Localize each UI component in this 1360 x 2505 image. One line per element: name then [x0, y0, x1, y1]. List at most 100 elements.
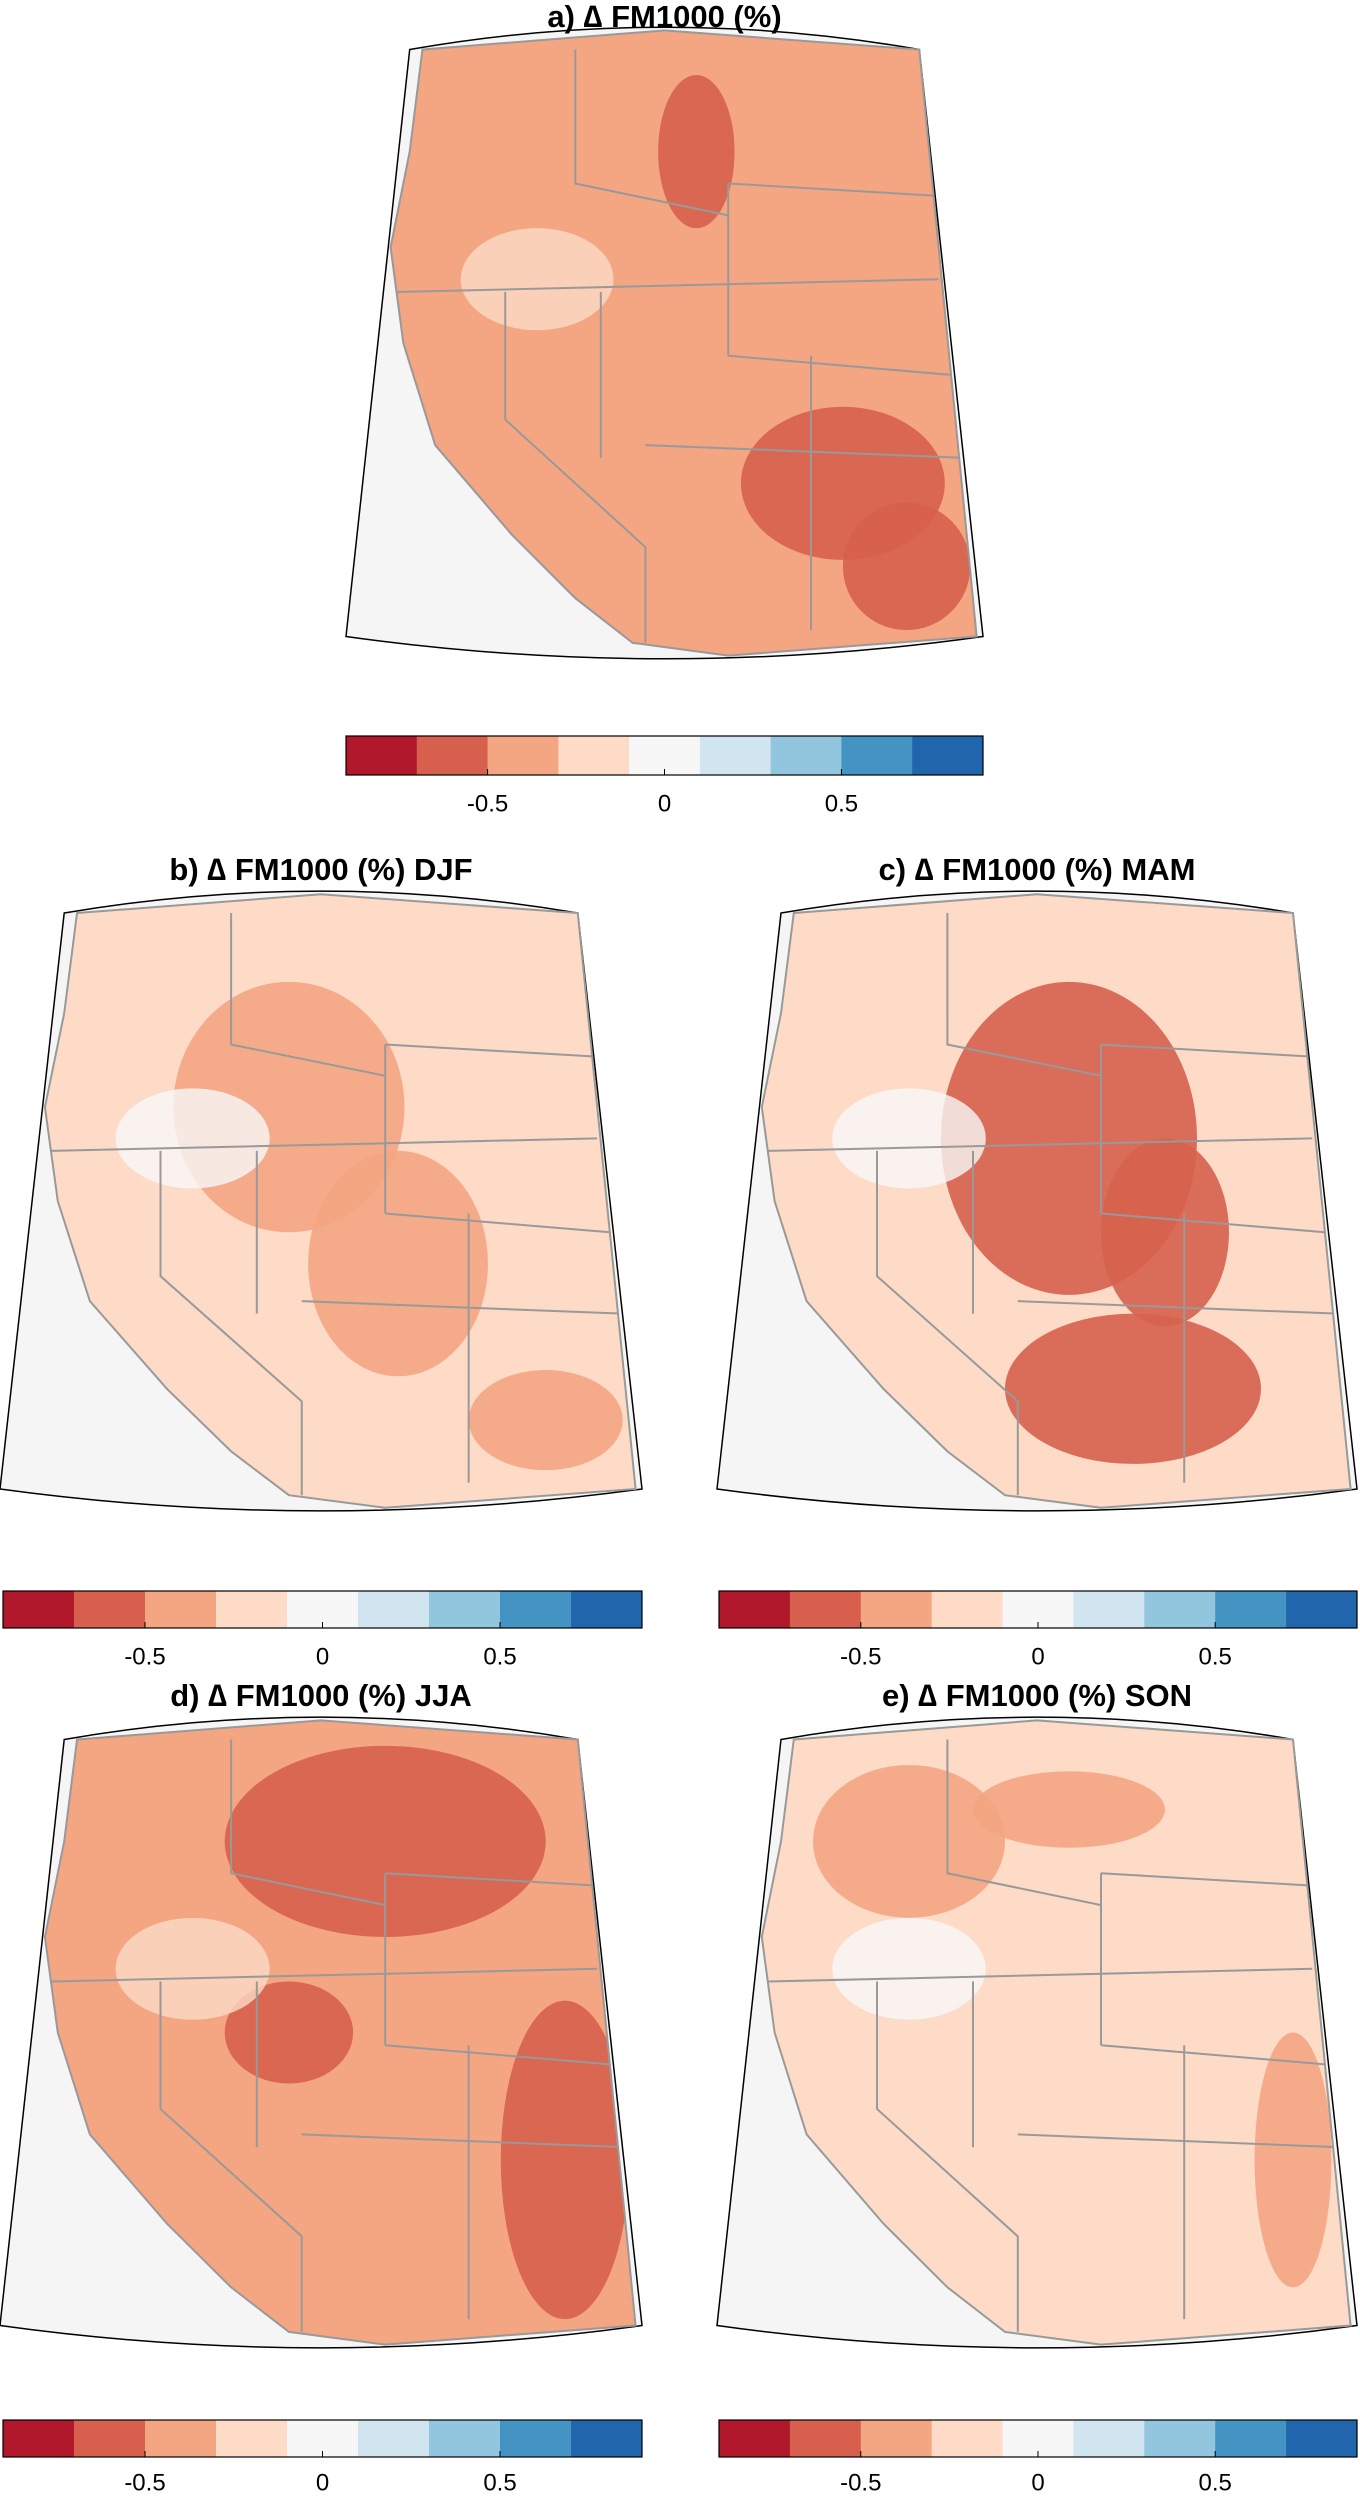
colorbar-bin — [416, 736, 489, 775]
state-border — [768, 1137, 1313, 1152]
colorbar-bin — [287, 2420, 359, 2457]
region — [832, 1088, 986, 1189]
colorbar-tick-label: 0.5 — [483, 1643, 516, 1670]
colorbar-tick-label: 0 — [316, 1643, 329, 1670]
state-border — [1100, 2044, 1326, 2066]
state-border — [301, 2133, 623, 2149]
colorbar-tick-label: 0.5 — [825, 790, 858, 817]
state-border — [51, 1137, 598, 1152]
colorbar-bin — [931, 2420, 1004, 2457]
colorbar: -0.5 0 0.5 — [718, 2419, 1358, 2496]
state-border — [230, 1739, 386, 1907]
colorbar: -0.5 0 0.5 — [2, 2419, 643, 2496]
colorbar-bin — [931, 1591, 1004, 1628]
colorbar-bin — [699, 736, 772, 775]
state-border — [504, 291, 647, 643]
colorbar-tick-label: -0.5 — [840, 2469, 881, 2496]
colorbar-bin — [487, 736, 559, 775]
colorbar-bin — [287, 1591, 359, 1628]
colorbar-bin — [841, 736, 913, 775]
state-border — [396, 278, 939, 293]
colorbar-tick-label: -0.5 — [840, 1643, 881, 1670]
colorbar-bin — [1144, 1591, 1216, 1628]
state-border — [301, 1300, 623, 1315]
colorbar-tick-label: 0 — [658, 790, 671, 817]
state-border — [385, 1043, 604, 1059]
colorbar-bin — [719, 1591, 791, 1628]
colorbar-bin — [558, 736, 630, 775]
colorbar-bin — [429, 2420, 501, 2457]
colorbar-bin — [358, 1591, 430, 1628]
map-panel — [716, 1716, 1358, 2349]
coastline — [43, 893, 637, 1509]
region — [500, 2000, 630, 2320]
colorbar-bin — [500, 1591, 572, 1628]
colorbar-bin — [145, 2420, 217, 2457]
colorbar-bin — [571, 1591, 643, 1628]
colorbar-tick-label: 0 — [1031, 1643, 1044, 1670]
colorbar-tick-label: -0.5 — [124, 2469, 165, 2496]
colorbar-bin — [216, 1591, 288, 1628]
colorbar-bin — [1144, 2420, 1216, 2457]
colorbar-bin — [1073, 1591, 1145, 1628]
region — [813, 1764, 1005, 1918]
state-border — [574, 49, 729, 217]
state-border — [385, 1872, 604, 1887]
region — [842, 502, 971, 631]
state-border — [51, 1967, 598, 1983]
state-border — [876, 1150, 1019, 1496]
panel-title: e) ∆ FM1000 (%) SON — [882, 1678, 1192, 1713]
colorbar-bin — [346, 736, 418, 775]
land — [761, 894, 1351, 1508]
state-border — [385, 2044, 610, 2066]
colorbar-bin — [1002, 1591, 1074, 1628]
state-border — [728, 182, 945, 198]
colorbar-bin — [1073, 2420, 1145, 2457]
colorbar-bin — [429, 1591, 501, 1628]
region — [308, 1150, 488, 1377]
map-panel — [345, 26, 984, 660]
state-border — [1017, 1300, 1338, 1315]
coastline — [760, 893, 1352, 1509]
state-border — [159, 1150, 303, 1496]
colorbar: -0.5 0 0.5 — [345, 735, 984, 817]
colorbar-bin — [789, 2420, 862, 2457]
colorbar: -0.5 0 0.5 — [2, 1590, 643, 1670]
colorbar-tick-label: 0.5 — [1199, 1643, 1232, 1670]
colorbar-bin — [571, 2420, 643, 2457]
coastline — [43, 1719, 637, 2346]
colorbar-bin — [74, 2420, 146, 2457]
state-border — [876, 1981, 1019, 2332]
region — [1254, 2032, 1332, 2288]
region — [460, 228, 614, 331]
state-border — [946, 913, 1102, 1077]
state-border — [230, 913, 386, 1077]
region — [1101, 1138, 1229, 1327]
colorbar-bin — [145, 1591, 217, 1628]
state-border — [1017, 2133, 1338, 2149]
state-border — [1100, 1043, 1319, 1059]
region — [832, 1917, 986, 2020]
coastline — [760, 1719, 1352, 2346]
state-border — [645, 444, 964, 459]
map-panel — [0, 890, 643, 1512]
colorbar-bin — [3, 2420, 75, 2457]
colorbar: -0.5 0 0.5 — [718, 1590, 1358, 1670]
colorbar-tick-label: 0.5 — [483, 2469, 516, 2496]
colorbar-bin — [1286, 2420, 1358, 2457]
colorbar-bin — [3, 1591, 75, 1628]
colorbar-bin — [1215, 1591, 1287, 1628]
region — [1005, 1313, 1261, 1464]
state-border — [159, 1981, 303, 2332]
colorbar-bin — [860, 1591, 933, 1628]
colorbar-tick-label: -0.5 — [467, 790, 508, 817]
colorbar-tick-label: -0.5 — [124, 1643, 165, 1670]
colorbar-tick-label: 0 — [1031, 2469, 1044, 2496]
colorbar-tick-label: 0 — [316, 2469, 329, 2496]
coastline — [389, 29, 978, 657]
state-border — [1100, 1212, 1326, 1234]
colorbar-bin — [1002, 2420, 1074, 2457]
state-border — [1100, 1872, 1319, 1887]
land — [44, 894, 636, 1508]
